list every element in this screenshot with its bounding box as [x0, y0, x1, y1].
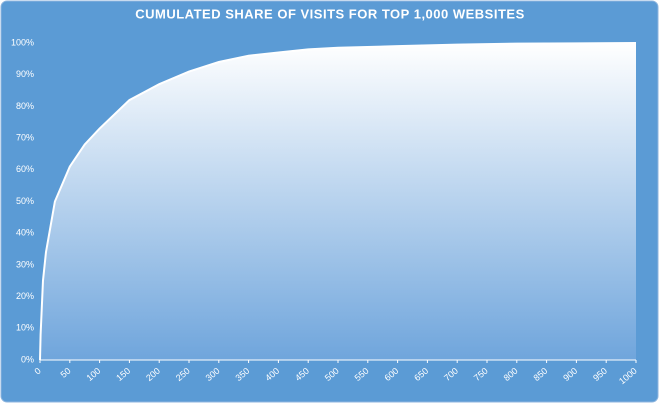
chart-title: CUMULATED SHARE OF VISITS FOR TOP 1,000 … — [135, 6, 525, 21]
y-tick-label: 70% — [16, 132, 34, 142]
y-tick-label: 50% — [16, 196, 34, 206]
y-tick-label: 100% — [11, 37, 34, 47]
area-fill — [40, 43, 636, 360]
y-tick-label: 20% — [16, 291, 34, 301]
y-tick-label: 80% — [16, 101, 34, 111]
y-tick-label: 0% — [21, 354, 34, 364]
y-tick-label: 10% — [16, 323, 34, 333]
x-tick-label: 50 — [59, 366, 73, 380]
y-tick-label: 40% — [16, 228, 34, 238]
y-tick-label: 60% — [16, 164, 34, 174]
y-tick-label: 30% — [16, 259, 34, 269]
x-tick-label: 0 — [33, 366, 43, 377]
area-line — [39, 42, 637, 361]
y-tick-label: 90% — [16, 69, 34, 79]
